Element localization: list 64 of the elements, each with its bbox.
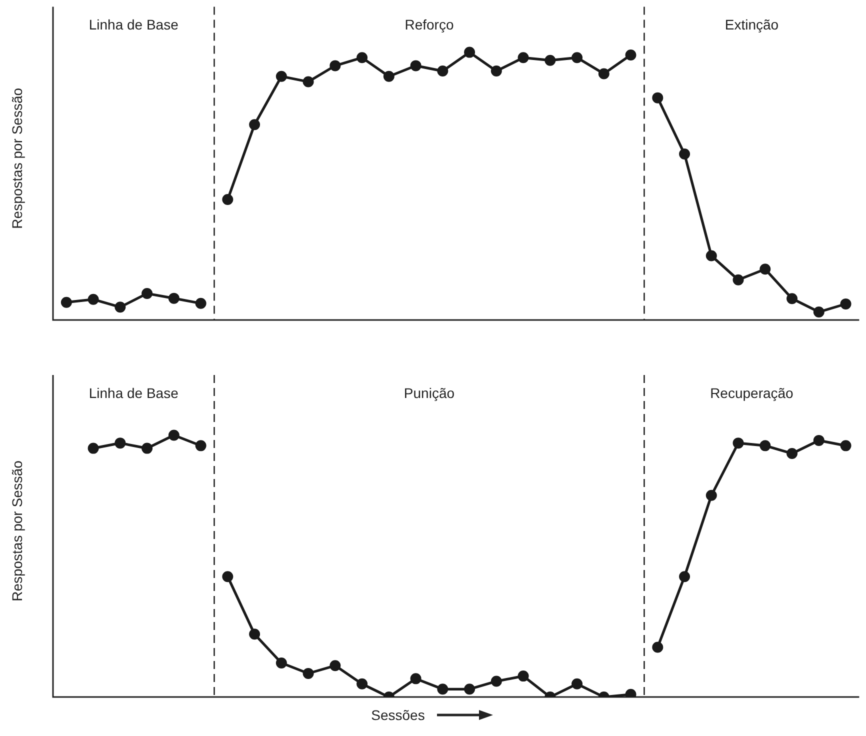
point: [732, 274, 744, 286]
point: [652, 642, 664, 653]
point: [168, 430, 180, 441]
text: Linha de Base: [88, 384, 179, 401]
point: [142, 288, 153, 299]
point: [840, 440, 852, 452]
point: [572, 678, 583, 690]
text: Reforço: [404, 16, 454, 33]
point: [732, 438, 744, 449]
point: [410, 60, 422, 72]
point: [490, 66, 502, 77]
y-axis-title: Respostas por Sessão: [8, 88, 25, 229]
point: [114, 302, 126, 313]
x-axis-title: Sessões: [371, 707, 425, 724]
point: [760, 440, 771, 452]
point: [302, 668, 314, 679]
point: [276, 657, 287, 668]
point: [383, 70, 394, 82]
point: [410, 673, 422, 684]
point: [195, 440, 206, 452]
point: [330, 60, 341, 72]
point: [598, 68, 610, 80]
point: [356, 52, 368, 64]
point: [813, 434, 824, 446]
point: [60, 296, 72, 308]
point: [464, 46, 476, 58]
point: [625, 49, 636, 60]
point: [840, 298, 852, 310]
text: Extinção: [724, 16, 779, 33]
point: [813, 306, 824, 318]
point: [679, 148, 690, 160]
point: [330, 660, 341, 672]
y-axis-title: Respostas por Sessão: [8, 460, 25, 602]
point: [518, 670, 529, 682]
point: [142, 442, 153, 454]
point: [222, 194, 234, 206]
point: [518, 52, 529, 64]
point: [356, 678, 368, 690]
point: [249, 628, 260, 640]
point: [572, 52, 583, 64]
text: Linha de Base: [88, 16, 179, 33]
point: [276, 70, 287, 82]
text: Recuperação: [710, 384, 794, 401]
point: [544, 54, 556, 66]
point: [302, 76, 314, 88]
point: [437, 66, 448, 77]
point: [195, 298, 206, 309]
point: [88, 442, 99, 454]
point: [679, 571, 690, 582]
point: [437, 684, 448, 695]
point: [490, 676, 502, 687]
point: [114, 438, 126, 449]
text: Punição: [404, 384, 455, 401]
point: [88, 294, 99, 305]
point: [249, 119, 260, 130]
point: [706, 250, 717, 262]
point: [760, 264, 771, 275]
point: [168, 292, 180, 304]
point: [464, 684, 476, 695]
point: [786, 448, 798, 460]
point: [222, 571, 234, 582]
point: [652, 92, 664, 104]
point: [786, 293, 798, 304]
point: [706, 490, 717, 501]
